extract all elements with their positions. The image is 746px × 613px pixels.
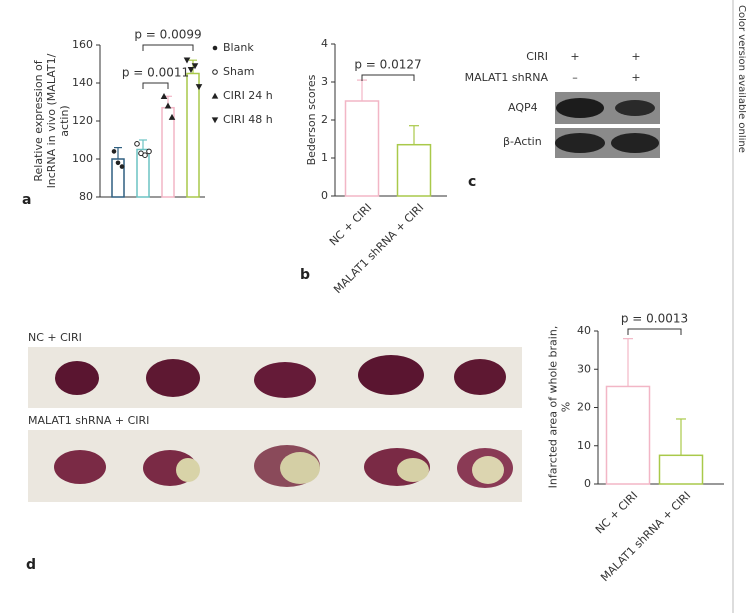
p-value: p = 0.0099: [134, 28, 201, 42]
legend-label: Blank: [223, 41, 254, 54]
blot-row-label: MALAT1 shRNA: [465, 71, 549, 84]
p-value: p = 0.0127: [354, 58, 421, 72]
y-tick-label: 80: [79, 190, 93, 203]
y-axis-label: Bederson scores: [305, 74, 318, 165]
y-tick-label: 30: [577, 362, 591, 375]
x-tick-label: NC + CIRI: [593, 489, 640, 536]
bar: [161, 106, 175, 198]
y-tick-label: 120: [72, 114, 93, 127]
blot-row-label: CIRI: [526, 50, 548, 63]
data-point: [134, 141, 140, 147]
data-point: [211, 117, 219, 124]
y-axis-label: actin): [58, 105, 71, 136]
brain: [54, 450, 106, 484]
legend-label: Sham: [223, 65, 254, 78]
y-tick-label: 10: [577, 439, 591, 452]
y-axis-label: lncRNA in vivo (MALAT1/: [45, 53, 58, 188]
brain-lesion: [472, 456, 504, 484]
brain: [358, 355, 424, 395]
brain: [55, 361, 99, 395]
data-point: [115, 160, 121, 166]
significance-bracket: [361, 74, 415, 81]
y-tick-label: 1: [321, 151, 328, 164]
brain-lesion: [397, 458, 429, 482]
p-value: p = 0.0011: [122, 66, 189, 80]
data-point: [160, 93, 168, 99]
blot-sign: +: [631, 50, 640, 63]
data-point: [211, 92, 219, 99]
blot-band: [556, 98, 604, 118]
western-blot: CIRI + + MALAT1 shRNA – + AQP4 β-Actin c: [465, 50, 660, 190]
panel-label: a: [22, 192, 31, 208]
group-label: MALAT1 shRNA + CIRI: [28, 414, 149, 427]
data-point: [142, 152, 148, 158]
x-tick-label: NC + CIRI: [327, 201, 374, 248]
data-point: [146, 148, 152, 155]
blot-sign: –: [572, 71, 578, 84]
y-tick-label: 4: [321, 37, 328, 50]
y-tick-label: 2: [321, 113, 328, 126]
y-axis-label: Relative expression of: [32, 59, 45, 181]
brain-photos: NC + CIRI MALAT1 shRNA + CIRI d: [26, 331, 522, 573]
y-tick-label: 3: [321, 75, 328, 88]
y-tick-label: 140: [72, 76, 93, 89]
blot-sign: +: [631, 71, 640, 84]
x-tick-label: MALAT1 shRNA + CIRI: [598, 489, 693, 584]
blot-band: [615, 100, 655, 116]
y-tick-label: 0: [584, 477, 591, 490]
y-tick-label: 40: [577, 324, 591, 337]
brain-lesion: [280, 452, 320, 484]
legend-label: CIRI 48 h: [223, 113, 273, 126]
brain: [454, 359, 506, 395]
side-note: Color version available online: [736, 5, 746, 153]
significance-bracket: [142, 44, 194, 51]
data-point: [187, 67, 195, 73]
group-label: NC + CIRI: [28, 331, 82, 344]
y-tick-label: 0: [321, 189, 328, 202]
data-point: [164, 102, 172, 109]
panel-label: d: [26, 557, 36, 573]
brain: [146, 359, 200, 397]
brain-lesion: [176, 458, 200, 482]
bar: [186, 72, 200, 198]
data-point: [191, 63, 199, 70]
bar: [344, 100, 380, 197]
panel-label: c: [468, 174, 476, 190]
panel-label: b: [300, 267, 310, 283]
bar: [396, 143, 432, 197]
band-label: AQP4: [508, 101, 538, 114]
p-value: p = 0.0013: [621, 312, 688, 326]
data-point: [195, 84, 203, 91]
bar: [605, 385, 651, 485]
blot-band: [611, 133, 659, 153]
y-tick-label: 20: [577, 401, 591, 414]
significance-bracket: [142, 82, 169, 89]
significance-bracket: [627, 328, 682, 335]
brain: [254, 362, 316, 398]
y-axis-label: %: [560, 402, 573, 412]
legend-label: CIRI 24 h: [223, 89, 273, 102]
bar: [658, 454, 704, 485]
y-axis-label: Infarcted area of whole brain,: [547, 326, 560, 489]
data-point: [212, 69, 218, 75]
x-tick-label: MALAT1 shRNA + CIRI: [331, 201, 426, 296]
y-tick-label: 100: [72, 152, 93, 165]
blot-sign: +: [570, 50, 579, 63]
data-point: [119, 164, 125, 169]
data-point: [212, 45, 218, 51]
y-tick-label: 160: [72, 38, 93, 51]
band-label: β-Actin: [503, 135, 542, 148]
data-point: [183, 57, 191, 64]
blot-band: [555, 133, 605, 153]
data-point: [111, 149, 117, 154]
data-point: [168, 113, 176, 120]
